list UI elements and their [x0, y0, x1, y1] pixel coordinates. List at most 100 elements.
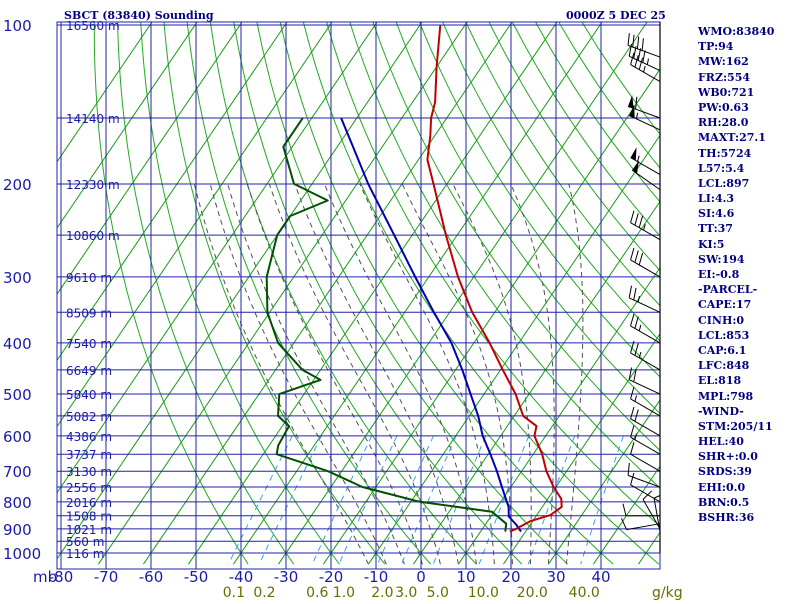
- barb-flag: [631, 407, 634, 419]
- pressure-tick-label: 800: [3, 494, 32, 512]
- barb-flag: [643, 491, 652, 500]
- height-label: 3130 m: [66, 465, 112, 479]
- temperature-line: [427, 25, 561, 532]
- barb-flag: [636, 97, 637, 109]
- mixing-ratio-label: 5.0: [427, 585, 449, 600]
- barb-half-flag: [635, 395, 637, 401]
- wind-barb: [628, 33, 660, 57]
- mixing-unit-label: g/kg: [652, 585, 683, 600]
- temperature-tick-label: 30: [546, 568, 565, 586]
- index-item: EI:-0.8: [698, 267, 798, 282]
- height-label: 5840 m: [66, 388, 112, 402]
- isotherm: [278, 1, 661, 564]
- index-item: EHI:0.0: [698, 480, 798, 495]
- index-item: MPL:798: [698, 389, 798, 404]
- barb-flag: [638, 48, 640, 60]
- isotherm: [98, 1, 481, 564]
- mixing-ratio-line: [433, 436, 485, 564]
- height-label: 9610 m: [66, 271, 112, 285]
- index-item: PW:0.63: [698, 100, 798, 115]
- wind-barb: [631, 53, 660, 82]
- moist-adiabat: [194, 184, 368, 564]
- temperature-tick-label: -10: [364, 568, 389, 586]
- index-item: STM:205/11: [698, 419, 798, 434]
- barb-half-flag: [647, 59, 648, 65]
- index-item: KI:5: [698, 237, 798, 252]
- index-item: L57:5.4: [698, 161, 798, 176]
- height-label: 5082 m: [66, 410, 112, 424]
- index-item: TT:37: [698, 221, 798, 236]
- index-item: EL:818: [698, 373, 798, 388]
- moist-adiabat: [269, 184, 440, 564]
- barb-flag: [643, 50, 645, 62]
- mixing-ratio-label: 0.2: [253, 585, 275, 600]
- index-item: TH:5724: [698, 146, 798, 161]
- height-label: 14140 m: [66, 112, 120, 126]
- temperature-tick-label: 20: [501, 568, 520, 586]
- index-item: SHR+:0.0: [698, 449, 798, 464]
- index-item: -PARCEL-: [698, 282, 798, 297]
- index-item: MAXT:27.1: [698, 130, 798, 145]
- height-label: 8509 m: [66, 306, 112, 320]
- index-item: SI:4.6: [698, 206, 798, 221]
- wind-barb: [631, 248, 660, 277]
- temperature-tick-label: 40: [591, 568, 610, 586]
- index-item: HEL:40: [698, 434, 798, 449]
- barb-half-flag: [638, 296, 639, 302]
- barb-staff: [643, 499, 660, 528]
- barb-flag: [639, 253, 642, 265]
- index-item: LCL:853: [698, 328, 798, 343]
- pressure-tick-label: 1000: [3, 545, 41, 563]
- mixing-ratio-label: 3.0: [395, 585, 417, 600]
- barb-flag: [631, 473, 634, 485]
- mixing-ratio-label: 10.0: [468, 585, 499, 600]
- barb-flag: [635, 213, 638, 225]
- index-item: BRN:0.5: [698, 495, 798, 510]
- barb-flag: [628, 33, 629, 45]
- index-item: RH:28.0: [698, 115, 798, 130]
- index-item: -WIND-: [698, 404, 798, 419]
- grid: [57, 22, 660, 569]
- dry-adiabat: [276, 1, 614, 564]
- pressure-tick-label: 500: [3, 386, 32, 404]
- index-item: TP:94: [698, 39, 798, 54]
- mixing-ratio-label: 40.0: [569, 585, 600, 600]
- barb-flag: [634, 288, 636, 300]
- barb-flag: [635, 316, 638, 328]
- barb-flag: [633, 35, 634, 47]
- dry-adiabat: [140, 1, 340, 564]
- wind-barb: [631, 387, 660, 416]
- chart-title: SBCT (83840) Sounding: [64, 9, 214, 22]
- height-label: 2016 m: [66, 496, 112, 510]
- barb-flag: [642, 38, 643, 50]
- sounding-time: 0000Z 5 DEC 25: [566, 9, 666, 22]
- wind-barb: [631, 314, 660, 343]
- barb-staff: [632, 170, 660, 190]
- height-label: 3737 m: [66, 448, 112, 462]
- barb-flag: [639, 216, 642, 228]
- mixing-ratio-label: 0.1: [223, 585, 245, 600]
- barb-staff: [654, 498, 660, 531]
- isotherm: [188, 1, 571, 564]
- temperature-tick-label: -70: [94, 568, 119, 586]
- index-item: CINH:0: [698, 313, 798, 328]
- height-label: 12330 m: [66, 178, 120, 192]
- index-item: MW:162: [698, 54, 798, 69]
- height-label: 2556 m: [66, 481, 112, 495]
- mixing-ratio-line: [339, 436, 397, 564]
- barb-flag: [631, 442, 634, 454]
- barb-flag: [631, 248, 634, 260]
- mixing-ratio-label: 2.0: [371, 585, 393, 600]
- mixing-ratio-label: 1.0: [333, 585, 355, 600]
- temperature-tick-label: -20: [319, 568, 344, 586]
- background-lines: [0, 1, 800, 564]
- barb-flag: [637, 37, 638, 49]
- temperature-tick-label: -30: [274, 568, 299, 586]
- moist-adiabat: [511, 184, 554, 564]
- pressure-tick-label: 700: [3, 463, 32, 481]
- mixing-ratio-line: [528, 436, 574, 564]
- mixing-ratio-label: 0.6: [306, 585, 328, 600]
